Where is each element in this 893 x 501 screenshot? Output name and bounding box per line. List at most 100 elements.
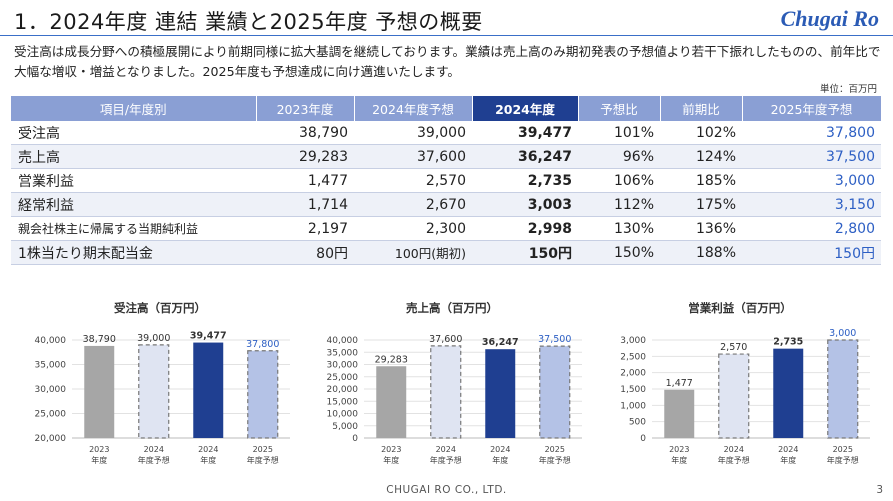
x-tick-label: 2024: [198, 445, 218, 454]
column-header: 項目/年度別: [11, 96, 257, 121]
column-header: 2024年度予想: [354, 96, 473, 121]
x-tick-label: 2023: [89, 445, 109, 454]
y-tick-label: 30,000: [35, 385, 67, 395]
row-label: 1株当たり期末配当金: [11, 240, 256, 265]
y-tick-label: 20,000: [35, 434, 67, 444]
x-tick-label: 年度: [780, 455, 796, 465]
data-label: 1,477: [666, 378, 693, 389]
x-tick-label: 2023: [669, 445, 689, 454]
data-label: 3,000: [829, 328, 856, 339]
cell-yoy: 136%: [660, 216, 742, 241]
cell-yoy: 124%: [660, 144, 742, 169]
bar: [718, 353, 750, 439]
x-tick-label: 2024: [144, 445, 164, 454]
x-tick-label: 2025: [545, 445, 565, 454]
column-header: 2025年度予想: [742, 96, 882, 121]
cell-2024: 150円: [472, 240, 578, 265]
y-tick-label: 40,000: [327, 336, 359, 346]
x-tick-label: 年度予想: [718, 455, 750, 465]
footer-company: CHUGAI RO CO., LTD.: [386, 484, 507, 496]
title-divider: [0, 35, 893, 36]
bar: [485, 349, 516, 438]
cell-yoy: 175%: [660, 192, 742, 217]
x-tick-label: 年度予想: [138, 455, 170, 465]
bar: [138, 344, 170, 439]
x-tick-label: 2024: [724, 445, 744, 454]
y-tick-label: 10,000: [327, 410, 359, 420]
bar: [539, 345, 571, 439]
data-label: 29,283: [375, 354, 408, 365]
y-tick-label: 0: [352, 434, 358, 444]
x-tick-label: 2025: [253, 445, 273, 454]
x-tick-label: 年度予想: [539, 455, 571, 465]
y-tick-label: 35,000: [327, 348, 359, 358]
data-label: 2,735: [773, 337, 803, 348]
x-tick-label: 2024: [436, 445, 456, 454]
bar: [247, 350, 279, 439]
x-tick-label: 2024: [778, 445, 798, 454]
cell-vs-forecast: 130%: [578, 216, 660, 241]
data-label: 37,500: [538, 334, 571, 345]
y-tick-label: 15,000: [327, 397, 359, 407]
operating-profit-chart: 0 500 1,000 1,500 2,000 2,500 3,000 1,477 2023 年度…: [600, 300, 880, 476]
cell-2024-forecast: 37,600: [354, 144, 472, 169]
y-tick-label: 25,000: [327, 373, 359, 383]
column-header: 予想比: [578, 96, 661, 121]
cell-vs-forecast: 106%: [578, 168, 660, 193]
orders-chart-plot: 20,000 25,000 30,000 35,000 40,000 38,790 2023…: [35, 331, 290, 465]
cell-vs-forecast: 112%: [578, 192, 660, 217]
operating-profit-chart-plot: 05001,0001,5002,0002,5003,0001,4772023年度…: [620, 328, 870, 465]
y-tick-label: 0: [640, 434, 646, 444]
y-tick-label: 35,000: [35, 361, 67, 371]
row-label: 経常利益: [11, 192, 256, 217]
x-tick-label: 2025: [833, 445, 853, 454]
bar: [430, 345, 462, 439]
y-tick-label: 30,000: [327, 361, 359, 371]
table-row: 売上高 29,283 37,600 36,247 96% 124% 37,500: [11, 144, 881, 169]
row-label: 親会社株主に帰属する当期純利益: [11, 216, 256, 241]
bar: [193, 342, 224, 438]
data-label: 39,000: [137, 333, 170, 344]
x-tick-label: 年度: [91, 455, 107, 465]
company-logo: Chugai Ro: [780, 6, 879, 31]
cell-2025-forecast: 3,150: [742, 192, 881, 217]
x-tick-label: 年度: [383, 455, 399, 465]
cell-2024-forecast: 2,670: [354, 192, 472, 217]
orders-chart: 20,000 25,000 30,000 35,000 40,000 38,790 2023…: [20, 300, 300, 476]
y-tick-label: 5,000: [332, 422, 358, 432]
y-tick-label: 1,500: [620, 385, 646, 395]
sales-chart-plot: 0 5,000 10,000 15,000 20,000 25,000 30,000 35,0…: [327, 334, 582, 465]
table-row: 親会社株主に帰属する当期純利益 2,197 2,300 2,998 130% 1…: [11, 216, 881, 241]
cell-2024: 2,998: [472, 216, 578, 241]
x-tick-label: 2023: [381, 445, 401, 454]
page-number: 3: [876, 484, 883, 496]
cell-2023: 2,197: [256, 216, 354, 241]
unit-note: 単位：百万円: [819, 84, 877, 95]
chart-title: 売上高（百万円）: [406, 301, 498, 315]
chart-title: 受注高（百万円）: [114, 301, 206, 315]
x-tick-label: 年度: [200, 455, 216, 465]
cell-2025-forecast: 2,800: [742, 216, 881, 241]
y-tick-label: 2,500: [620, 352, 646, 362]
cell-2024-forecast: 100円(期初): [354, 240, 472, 265]
x-tick-label: 年度予想: [430, 455, 462, 465]
bar: [773, 348, 804, 438]
cell-2023: 1,714: [256, 192, 354, 217]
row-label: 営業利益: [11, 168, 256, 193]
cell-2024-forecast: 39,000: [354, 121, 472, 145]
bar: [84, 345, 115, 438]
y-tick-label: 2,000: [620, 369, 646, 379]
cell-2024-forecast: 2,300: [354, 216, 472, 241]
cell-2025-forecast: 37,800: [742, 121, 881, 145]
cell-yoy: 188%: [660, 240, 742, 265]
cell-2023: 38,790: [256, 121, 354, 145]
y-tick-label: 1,000: [620, 401, 646, 411]
column-header: 前期比: [660, 96, 743, 121]
x-tick-label: 年度予想: [247, 455, 279, 465]
results-table: 項目/年度別 2023年度 2024年度予想 2024年度 予想比 前期比 20…: [11, 96, 882, 265]
data-label: 36,247: [482, 337, 519, 348]
cell-2024: 36,247: [472, 144, 578, 169]
data-label: 37,600: [429, 334, 462, 345]
cell-2025-forecast: 3,000: [742, 168, 881, 193]
data-label: 39,477: [190, 331, 227, 342]
